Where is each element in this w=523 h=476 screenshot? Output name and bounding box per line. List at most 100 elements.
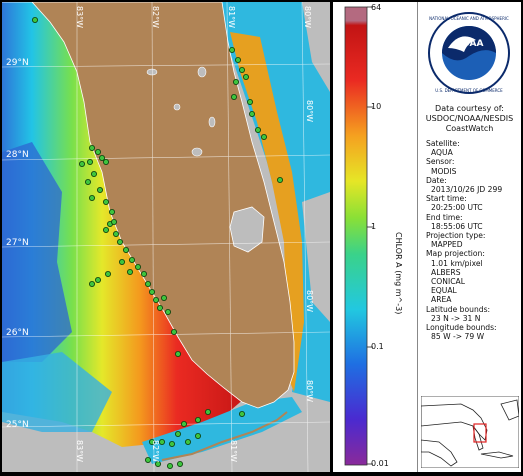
station-marker bbox=[166, 462, 173, 469]
station-marker bbox=[95, 276, 102, 283]
gulf-offshore bbox=[2, 142, 72, 362]
station-marker bbox=[144, 280, 151, 287]
station-marker bbox=[144, 456, 151, 463]
station-marker bbox=[109, 208, 116, 215]
colorbar-tick-10: 10 bbox=[371, 102, 382, 111]
meta-satellite-key: Satellite: bbox=[426, 139, 460, 148]
noaa-logo: NOAA NATIONAL OCEANIC AND ATMOSPHERIC U.… bbox=[428, 12, 510, 94]
station-marker bbox=[170, 328, 177, 335]
meta-mapproj-value-1: 1.01 km/pixel bbox=[431, 258, 483, 268]
meta-end-key: End time: bbox=[426, 212, 463, 222]
station-markers bbox=[31, 16, 283, 469]
chlorophyll-map bbox=[2, 2, 330, 472]
station-marker bbox=[85, 178, 92, 185]
colorbar-tick-0-01: 0.01 bbox=[371, 459, 389, 468]
lat-label-25: 25°N bbox=[6, 420, 29, 430]
station-marker bbox=[97, 186, 104, 193]
meta-sensor-key: Sensor: bbox=[426, 157, 455, 167]
station-marker bbox=[238, 67, 245, 74]
lon-label-80-top: 80°W bbox=[303, 6, 312, 29]
colorbar-ticks bbox=[367, 6, 373, 465]
lon-label-83-bottom: 83°W bbox=[75, 440, 84, 463]
lat-label-26: 26°N bbox=[6, 328, 29, 338]
meta-mapproj-value-2: ALBERS bbox=[431, 267, 461, 277]
svg-text:NOAA: NOAA bbox=[455, 39, 484, 49]
station-marker bbox=[123, 246, 130, 253]
station-marker bbox=[134, 263, 141, 270]
station-marker bbox=[176, 460, 183, 467]
station-marker bbox=[260, 133, 267, 140]
info-panel: NOAA NATIONAL OCEANIC AND ATMOSPHERIC U.… bbox=[418, 2, 521, 472]
meta-end-value: 18:55:06 UTC bbox=[431, 221, 483, 231]
station-marker bbox=[228, 47, 235, 54]
station-marker bbox=[230, 94, 237, 101]
colorbar-tick-1: 1 bbox=[371, 222, 377, 231]
station-marker bbox=[246, 99, 253, 106]
colorbar-label: CHLOR A (mg m^-3) bbox=[394, 232, 403, 315]
station-marker bbox=[276, 176, 283, 183]
lon-label-82-top: 82°W bbox=[151, 6, 160, 29]
station-marker bbox=[152, 296, 159, 303]
credit-line-1: Data courtesy of: bbox=[435, 104, 504, 113]
station-marker bbox=[148, 288, 155, 295]
meta-projtype-value: MAPPED bbox=[431, 240, 463, 250]
station-marker bbox=[113, 230, 120, 237]
station-marker bbox=[111, 218, 118, 225]
station-marker bbox=[129, 256, 136, 263]
meta-mapproj-value-5: AREA bbox=[431, 295, 452, 305]
lon-label-81-top: 81°W bbox=[227, 6, 236, 29]
station-marker bbox=[158, 438, 165, 445]
colorbar-panel: 64 10 1 0.1 0.01 CHLOR A (mg m^-3) bbox=[333, 2, 418, 472]
colorbar-tick-64: 64 bbox=[371, 3, 382, 12]
meta-date-value: 2013/10/26 JD 299 bbox=[431, 185, 503, 195]
station-marker bbox=[232, 79, 239, 86]
station-marker bbox=[248, 111, 255, 118]
credit-line-3: CoastWatch bbox=[445, 124, 494, 133]
atlantic-nodata-2 bbox=[302, 192, 330, 322]
station-marker bbox=[79, 160, 86, 167]
credit-line-2: USDOC/NOAA/NESDIS bbox=[425, 114, 514, 123]
station-marker bbox=[105, 270, 112, 277]
inset-region-box bbox=[473, 423, 487, 443]
station-marker bbox=[103, 198, 110, 205]
station-marker bbox=[238, 410, 245, 417]
lake-okeechobee bbox=[229, 206, 265, 253]
florida-land bbox=[2, 2, 295, 409]
station-marker bbox=[89, 194, 96, 201]
station-marker bbox=[160, 294, 167, 301]
station-marker bbox=[91, 170, 98, 177]
station-marker bbox=[184, 438, 191, 445]
lon-label-80-right-upper: 80°W bbox=[305, 100, 314, 123]
station-marker bbox=[31, 16, 38, 23]
meta-sensor-value: MODIS bbox=[431, 166, 457, 176]
station-marker bbox=[148, 438, 155, 445]
keys-water bbox=[142, 397, 302, 464]
station-marker bbox=[174, 350, 181, 357]
meta-mapproj-key: Map projection: bbox=[426, 249, 485, 259]
lon-label-81-bottom: 81°W bbox=[229, 440, 238, 463]
lon-label-80-right-mid: 80°W bbox=[305, 290, 314, 313]
meta-latbounds-key: Latitude bounds: bbox=[426, 304, 491, 314]
meta-start-key: Start time: bbox=[426, 194, 467, 204]
station-marker bbox=[204, 408, 211, 415]
meta-start-value: 20:25:00 UTC bbox=[431, 203, 483, 213]
meta-lonbounds-value: 85 W -> 79 W bbox=[431, 332, 485, 342]
station-marker bbox=[140, 270, 147, 277]
station-marker bbox=[103, 158, 110, 165]
station-marker bbox=[242, 74, 249, 81]
meta-mapproj-value-4: EQUAL bbox=[431, 286, 457, 296]
station-marker bbox=[194, 432, 201, 439]
colorbar-tick-0-1: 0.1 bbox=[371, 342, 384, 351]
meta-projtype-key: Projection type: bbox=[426, 231, 486, 241]
station-marker bbox=[103, 226, 110, 233]
meta-mapproj-value-3: CONICAL bbox=[431, 277, 465, 287]
colorbar-ramp bbox=[344, 6, 368, 466]
station-marker bbox=[95, 148, 102, 155]
lat-label-28: 28°N bbox=[6, 150, 29, 160]
station-marker bbox=[89, 144, 96, 151]
station-marker bbox=[174, 430, 181, 437]
svg-text:NATIONAL OCEANIC AND ATMOSPHER: NATIONAL OCEANIC AND ATMOSPHERIC bbox=[429, 16, 509, 21]
meta-satellite-value: AQUA bbox=[431, 148, 453, 158]
station-marker bbox=[127, 268, 134, 275]
